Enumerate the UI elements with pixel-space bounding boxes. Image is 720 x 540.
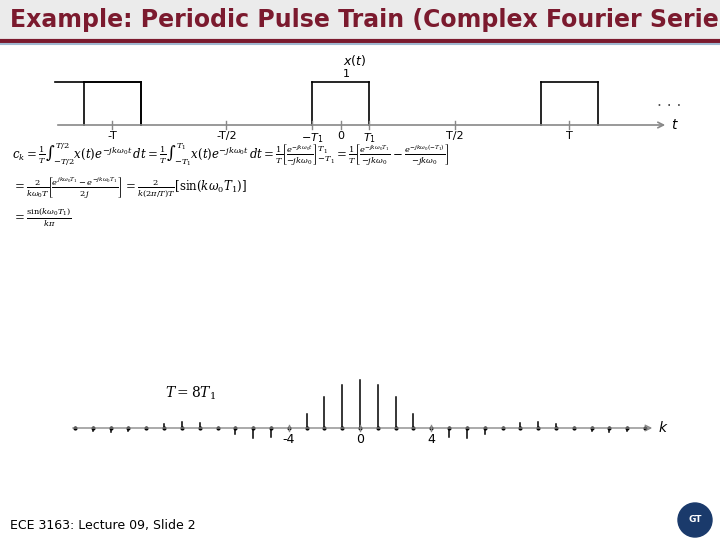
- Text: -T/2: -T/2: [216, 131, 237, 141]
- Circle shape: [678, 503, 712, 537]
- Text: -T: -T: [107, 131, 117, 141]
- Text: T: T: [566, 131, 572, 141]
- Text: 4: 4: [427, 433, 435, 446]
- Text: 1: 1: [343, 69, 350, 79]
- Text: 0: 0: [337, 131, 344, 141]
- Text: $c_k = \frac{1}{T}\int_{-T/2}^{T/2} x(t)e^{-jk\omega_0 t}\,dt= \frac{1}{T}\int_{: $c_k = \frac{1}{T}\int_{-T/2}^{T/2} x(t)…: [12, 140, 450, 168]
- Text: T/2: T/2: [446, 131, 464, 141]
- Text: $= \frac{2}{k\omega_0 T}\!\left[\frac{e^{jk\omega_0 T_1}-e^{-jk\omega_0 T_1}}{2j: $= \frac{2}{k\omega_0 T}\!\left[\frac{e^…: [12, 175, 247, 200]
- Text: $x(t)$: $x(t)$: [343, 53, 366, 68]
- Text: $k$: $k$: [658, 421, 668, 435]
- Text: $t$: $t$: [671, 118, 679, 132]
- Text: GT: GT: [688, 516, 702, 524]
- Text: -4: -4: [282, 433, 295, 446]
- Text: $= \frac{\sin(k\omega_0 T_1)}{k\pi}$: $= \frac{\sin(k\omega_0 T_1)}{k\pi}$: [12, 205, 72, 229]
- Text: $T = 8T_1$: $T = 8T_1$: [165, 385, 216, 402]
- Text: ECE 3163: Lecture 09, Slide 2: ECE 3163: Lecture 09, Slide 2: [10, 519, 196, 532]
- Text: 0: 0: [356, 433, 364, 446]
- Text: $T_1$: $T_1$: [363, 131, 376, 145]
- Text: Example: Periodic Pulse Train (Complex Fourier Series): Example: Periodic Pulse Train (Complex F…: [10, 8, 720, 32]
- Text: $-T_1$: $-T_1$: [301, 131, 323, 145]
- Text: . . .: . . .: [657, 94, 681, 109]
- Bar: [0, 0, 720, 40]
